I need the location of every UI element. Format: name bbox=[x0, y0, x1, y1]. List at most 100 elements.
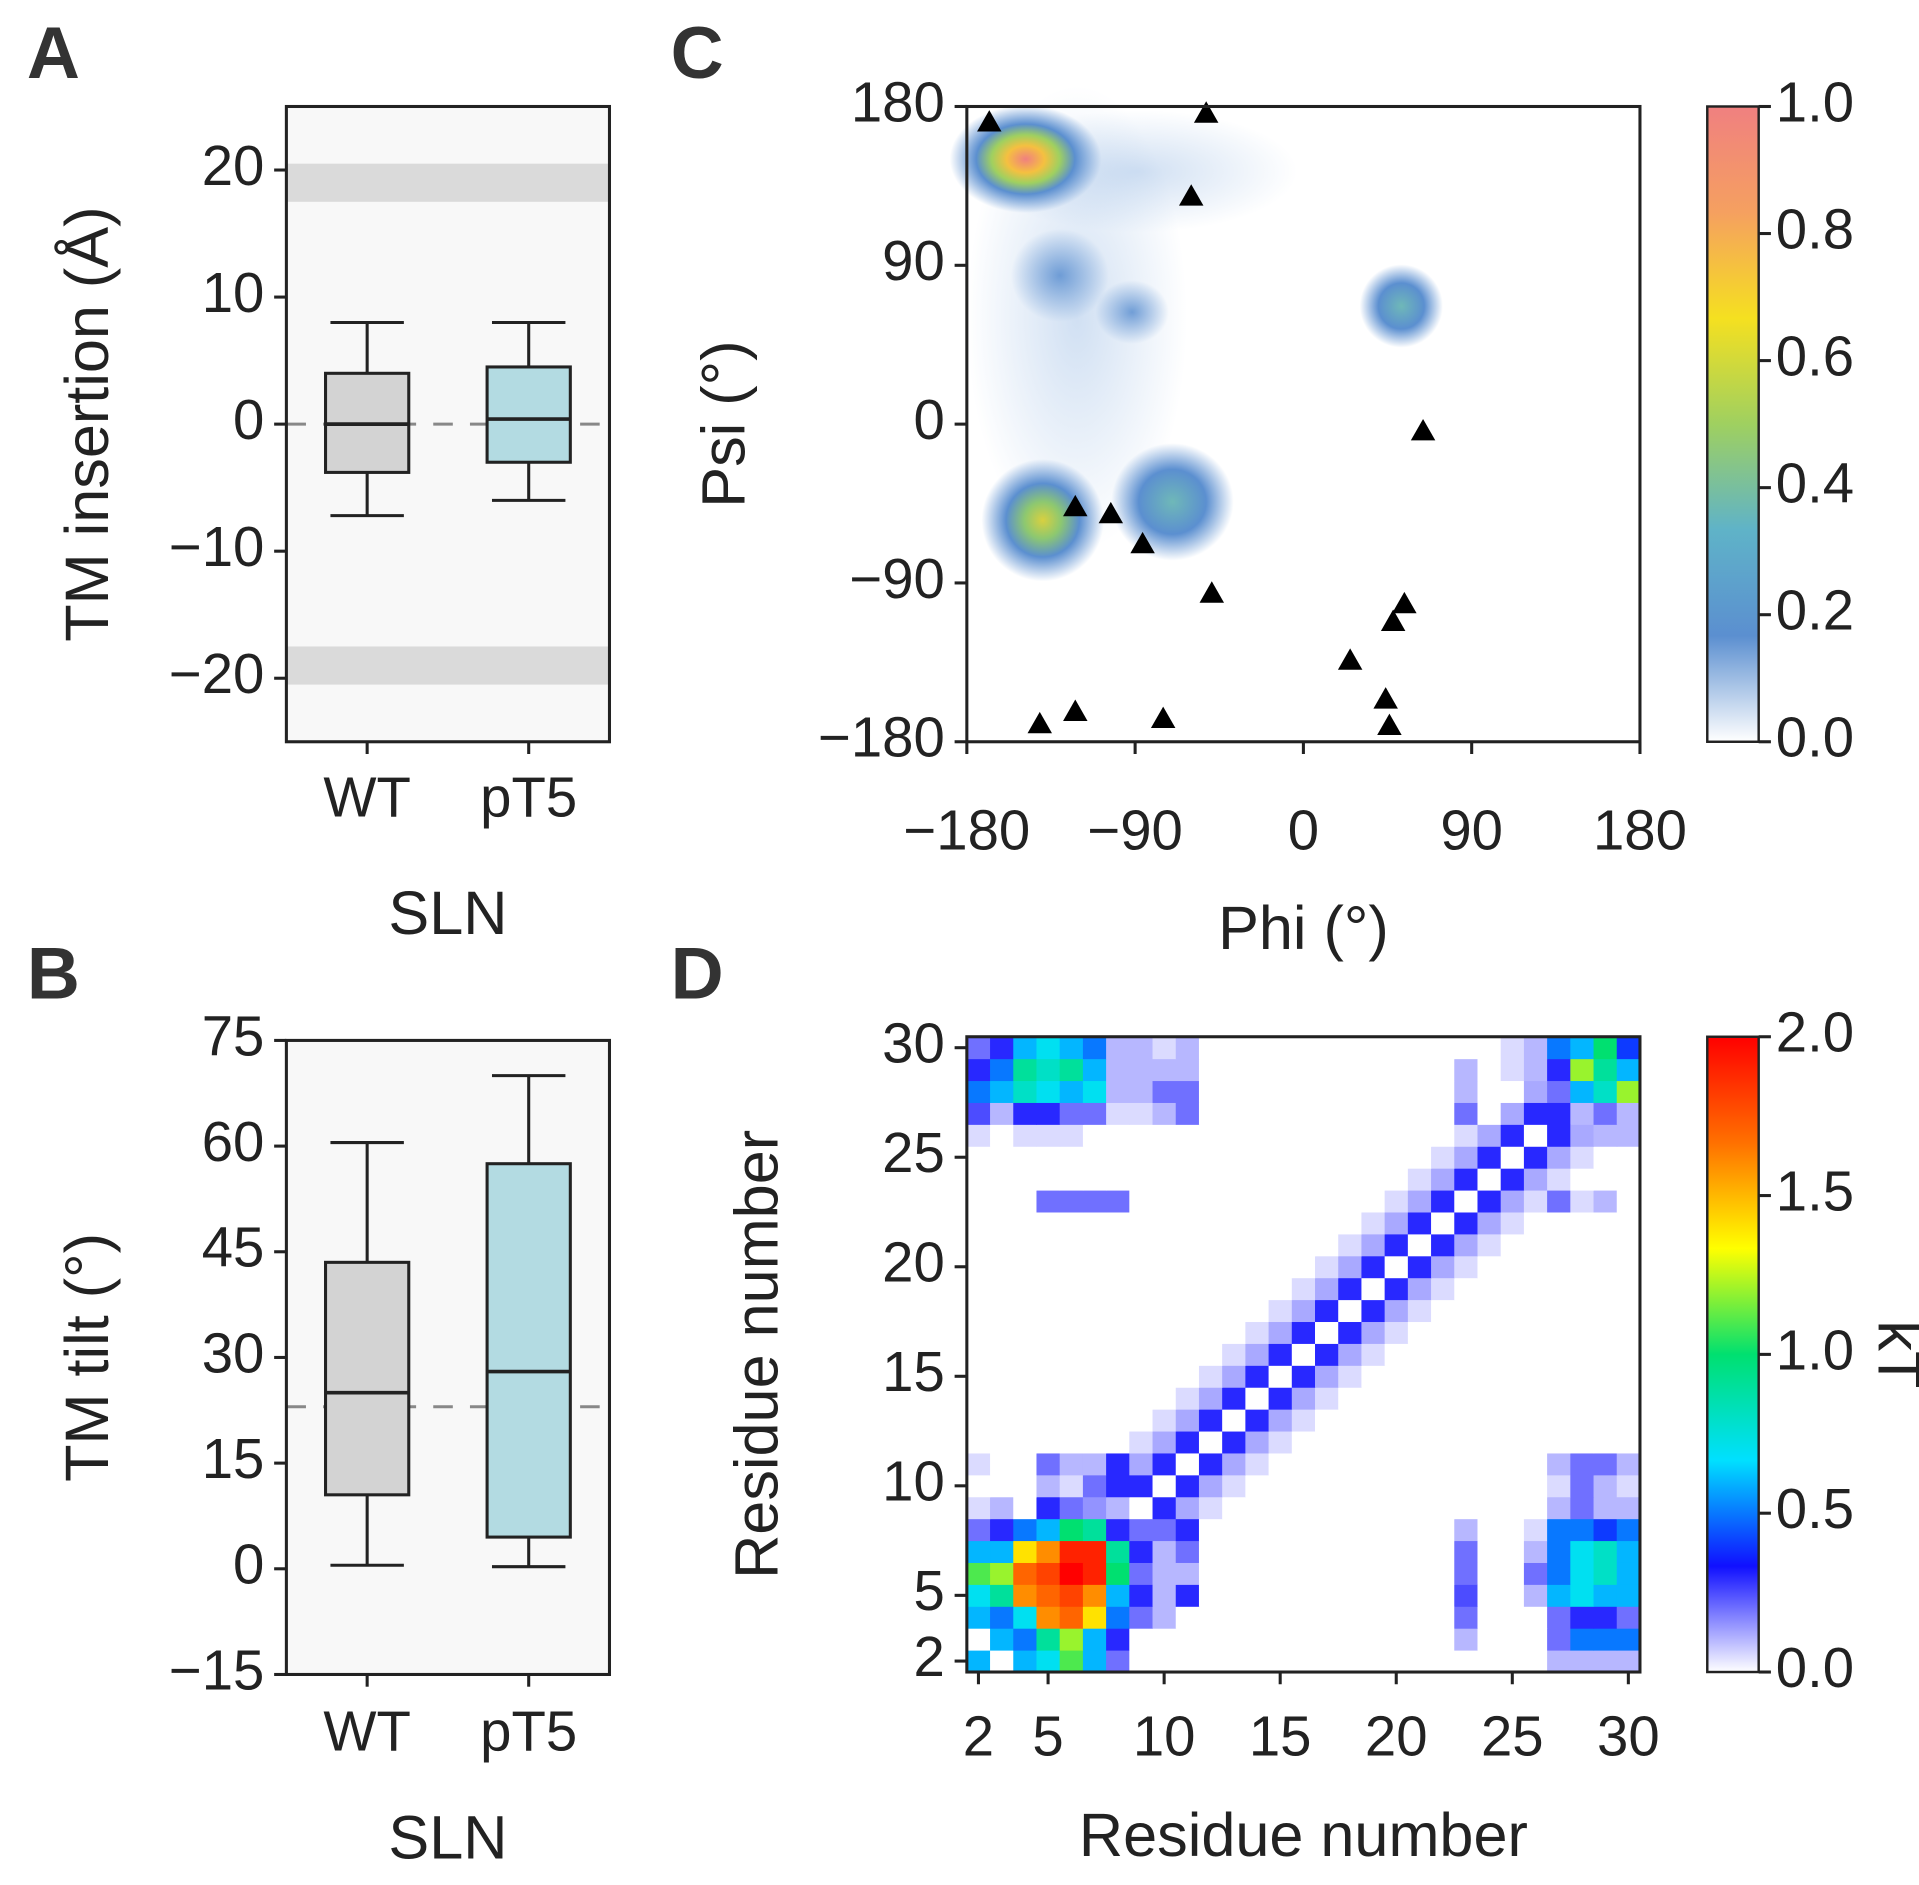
heatmap-cell bbox=[1570, 1387, 1595, 1410]
heatmap-cell bbox=[1036, 1233, 1061, 1257]
heatmap-cell bbox=[1268, 1255, 1293, 1279]
heatmap-cell bbox=[1547, 1518, 1571, 1542]
heatmap-cell bbox=[1082, 1255, 1107, 1279]
heatmap-cell bbox=[990, 1409, 1014, 1432]
heatmap-cell bbox=[1245, 1452, 1270, 1476]
heatmap-cell bbox=[1129, 1431, 1154, 1454]
triangle-marker bbox=[1410, 418, 1436, 441]
heatmap-cell bbox=[1338, 1211, 1362, 1235]
heatmap-cell bbox=[1106, 1321, 1130, 1344]
heatmap-cell bbox=[1245, 1409, 1270, 1432]
heatmap-cell bbox=[1268, 1431, 1293, 1454]
heatmap-cell bbox=[1245, 1124, 1270, 1147]
heatmap-cell bbox=[1222, 1036, 1246, 1060]
heatmap-cell bbox=[1106, 1211, 1130, 1235]
heatmap-cell bbox=[990, 1452, 1014, 1476]
heatmap-cell bbox=[1106, 1628, 1130, 1651]
heatmap-cell bbox=[1361, 1606, 1386, 1629]
heatmap-cell bbox=[1268, 1387, 1293, 1410]
heatmap-cell bbox=[1477, 1080, 1502, 1103]
heatmap-cell bbox=[1570, 1474, 1595, 1498]
heatmap-cell bbox=[1547, 1080, 1571, 1103]
colorbar-tick-label: 0.4 bbox=[1776, 452, 1854, 515]
colorbar-tick-label: 1.5 bbox=[1776, 1159, 1854, 1222]
y-tick-label: 10 bbox=[202, 261, 265, 324]
heatmap-cell bbox=[1616, 1146, 1641, 1169]
heatmap-cell bbox=[966, 1124, 991, 1147]
heatmap-cell bbox=[1454, 1299, 1478, 1323]
heatmap-cell bbox=[1616, 1387, 1641, 1410]
heatmap-cell bbox=[1454, 1584, 1478, 1607]
heatmap-cell bbox=[1454, 1540, 1478, 1563]
heatmap-cell bbox=[1245, 1168, 1270, 1191]
heatmap-cell bbox=[1152, 1255, 1177, 1279]
heatmap-cell bbox=[1361, 1233, 1386, 1257]
heatmap-cell bbox=[1570, 1299, 1595, 1323]
heatmap-cell bbox=[1616, 1168, 1641, 1191]
heatmap-cell bbox=[966, 1321, 991, 1344]
heatmap-cell bbox=[1338, 1606, 1362, 1629]
heatmap-cell bbox=[1500, 1452, 1525, 1476]
heatmap-cell bbox=[1222, 1124, 1246, 1147]
heatmap-cell bbox=[1384, 1058, 1409, 1082]
heatmap-cell bbox=[1431, 1299, 1455, 1323]
heatmap-cell bbox=[1013, 1474, 1037, 1498]
heatmap-cell bbox=[1291, 1518, 1316, 1542]
heatmap-cell bbox=[1291, 1387, 1316, 1410]
heatmap-cell bbox=[1082, 1080, 1107, 1103]
heatmap-cell bbox=[1291, 1474, 1316, 1498]
heatmap-cell bbox=[1547, 1277, 1571, 1301]
heatmap-cell bbox=[1152, 1584, 1177, 1607]
heatmap-cell bbox=[1500, 1124, 1525, 1147]
heatmap-cell bbox=[1616, 1277, 1641, 1301]
heatmap-cell bbox=[1152, 1146, 1177, 1169]
heatmap-cell bbox=[1593, 1036, 1618, 1060]
heatmap-cell bbox=[1616, 1452, 1641, 1476]
heatmap-cell bbox=[1129, 1058, 1154, 1082]
heatmap-cell bbox=[1570, 1321, 1595, 1344]
heatmap-cell bbox=[1129, 1562, 1154, 1585]
y-tick-label: 20 bbox=[202, 134, 265, 197]
heatmap-cell bbox=[1291, 1190, 1316, 1213]
heatmap-cell bbox=[1454, 1124, 1478, 1147]
heatmap-cell bbox=[1338, 1387, 1362, 1410]
heatmap-cell bbox=[1338, 1190, 1362, 1213]
heatmap-cell bbox=[1268, 1584, 1293, 1607]
x-tick-label: 2 bbox=[963, 1704, 994, 1767]
heatmap-cell bbox=[1036, 1146, 1061, 1169]
heatmap-cell bbox=[1315, 1211, 1339, 1235]
heatmap-cell bbox=[1036, 1190, 1061, 1213]
y-tick-label: 180 bbox=[851, 70, 945, 133]
y-axis-title: Residue number bbox=[722, 1130, 790, 1579]
heatmap-cell bbox=[1175, 1080, 1200, 1103]
heatmap-cell bbox=[1477, 1409, 1502, 1432]
heatmap-cell bbox=[1570, 1058, 1595, 1082]
heatmap-cell bbox=[1361, 1058, 1386, 1082]
heatmap-cell bbox=[1547, 1124, 1571, 1147]
heatmap-cell bbox=[1315, 1102, 1339, 1125]
heatmap-cell bbox=[1616, 1584, 1641, 1607]
heatmap-cell bbox=[1500, 1474, 1525, 1498]
heatmap-cell bbox=[1384, 1343, 1409, 1366]
heatmap-cell bbox=[1036, 1496, 1061, 1520]
heatmap-cell bbox=[1106, 1146, 1130, 1169]
heatmap-cell bbox=[1431, 1058, 1455, 1082]
heatmap-cell bbox=[1222, 1518, 1246, 1542]
heatmap-cell bbox=[1059, 1190, 1084, 1213]
x-tick-label: 15 bbox=[1249, 1704, 1312, 1767]
heatmap-cell bbox=[1315, 1409, 1339, 1432]
heatmap-cell bbox=[1454, 1036, 1478, 1060]
heatmap-cell bbox=[1477, 1321, 1502, 1344]
heatmap-cell bbox=[1175, 1343, 1200, 1366]
x-tick-label: 90 bbox=[1440, 799, 1503, 862]
heatmap-cell bbox=[1477, 1343, 1502, 1366]
heatmap-cell bbox=[1059, 1518, 1084, 1542]
heatmap-cell bbox=[1222, 1146, 1246, 1169]
heatmap-cell bbox=[1222, 1431, 1246, 1454]
plot-frame bbox=[965, 1035, 1642, 1674]
heatmap-cell bbox=[1175, 1431, 1200, 1454]
heatmap-cell bbox=[1477, 1190, 1502, 1213]
heatmap-cell bbox=[1198, 1518, 1223, 1542]
heatmap-cell bbox=[1175, 1584, 1200, 1607]
heatmap-cell bbox=[1523, 1343, 1548, 1366]
